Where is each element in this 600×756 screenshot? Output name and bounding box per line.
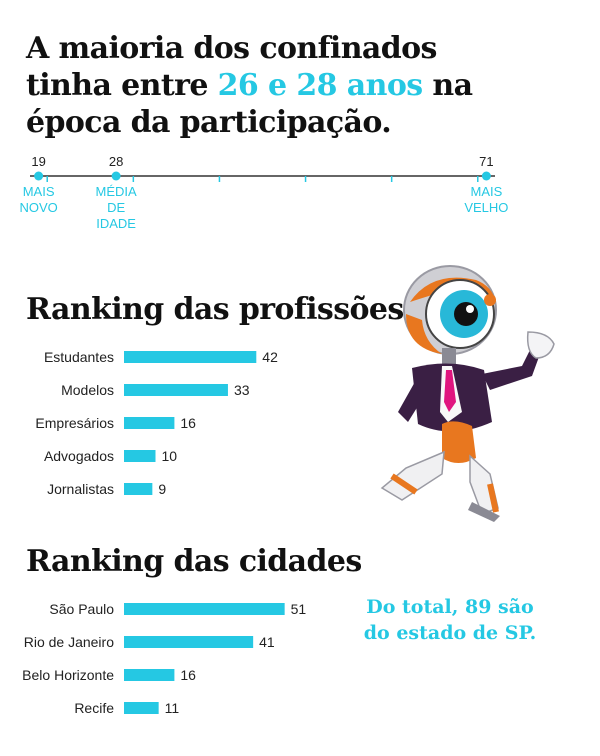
timeline-marker-label: MÉDIA (96, 184, 138, 199)
timeline-marker-value: 71 (479, 154, 493, 169)
bar-category-label: Jornalistas (47, 481, 114, 497)
timeline-marker-label: MAIS (23, 184, 55, 199)
note-line-1: Do total, 89 são (366, 596, 534, 618)
cities-chart: São Paulo 51 Rio de Janeiro 41 Belo Horizont… (22, 601, 307, 716)
bar-value-label: 9 (158, 481, 166, 497)
timeline-marker-label: NOVO (19, 200, 57, 215)
bar (124, 450, 156, 462)
bar (124, 669, 175, 681)
bar (124, 636, 254, 648)
professions-chart: Estudantes 42 Modelos 33 Empresários 16 Advoga… (35, 349, 278, 497)
bar (124, 351, 257, 363)
timeline-marker-dot (34, 171, 44, 181)
title-part-2: na época da participação. (26, 68, 473, 140)
bar (124, 483, 153, 495)
bar-value-label: 16 (180, 667, 196, 683)
bar-value-label: 16 (180, 415, 196, 431)
timeline-marker-label: DE (107, 200, 125, 215)
bar-category-label: Belo Horizonte (22, 667, 114, 683)
bar-value-label: 51 (291, 601, 307, 617)
bar-category-label: Advogados (44, 448, 114, 464)
bar (124, 603, 285, 615)
bar-category-label: Empresários (35, 415, 114, 431)
title-part-1: A maioria dos confinados tinha entre (26, 31, 437, 103)
timeline-marker-label: VELHO (464, 200, 508, 215)
bar-category-label: Estudantes (44, 349, 114, 365)
timeline-marker-value: 28 (109, 154, 123, 169)
bar-value-label: 11 (165, 700, 180, 716)
sp-total-note: Do total, 89 são do estado de SP. (360, 594, 540, 646)
bar (124, 384, 228, 396)
timeline-marker-dot (111, 171, 121, 181)
bar-value-label: 10 (162, 448, 178, 464)
note-line-2: do estado de SP. (363, 622, 537, 644)
timeline-marker-label: MAIS (470, 184, 502, 199)
timeline-marker-dot (481, 171, 491, 181)
bar-category-label: Recife (74, 700, 114, 716)
bar-value-label: 42 (262, 349, 278, 365)
bar-value-label: 33 (234, 382, 250, 398)
bar (124, 702, 159, 714)
mascot-eye-icon (380, 265, 555, 522)
title-highlight: 26 e 28 anos (217, 68, 423, 103)
bar-value-label: 41 (259, 634, 275, 650)
bar-category-label: Modelos (61, 382, 114, 398)
bar-category-label: Rio de Janeiro (24, 634, 114, 650)
professions-title: Ranking das profissões: (26, 292, 415, 327)
bar (124, 417, 175, 429)
cities-title: Ranking das cidades (26, 544, 362, 579)
bar-category-label: São Paulo (49, 601, 114, 617)
timeline-marker-value: 19 (31, 154, 45, 169)
page-title: A maioria dos confinados tinha entre 26 … (26, 30, 526, 141)
timeline-marker-label: IDADE (96, 216, 136, 231)
